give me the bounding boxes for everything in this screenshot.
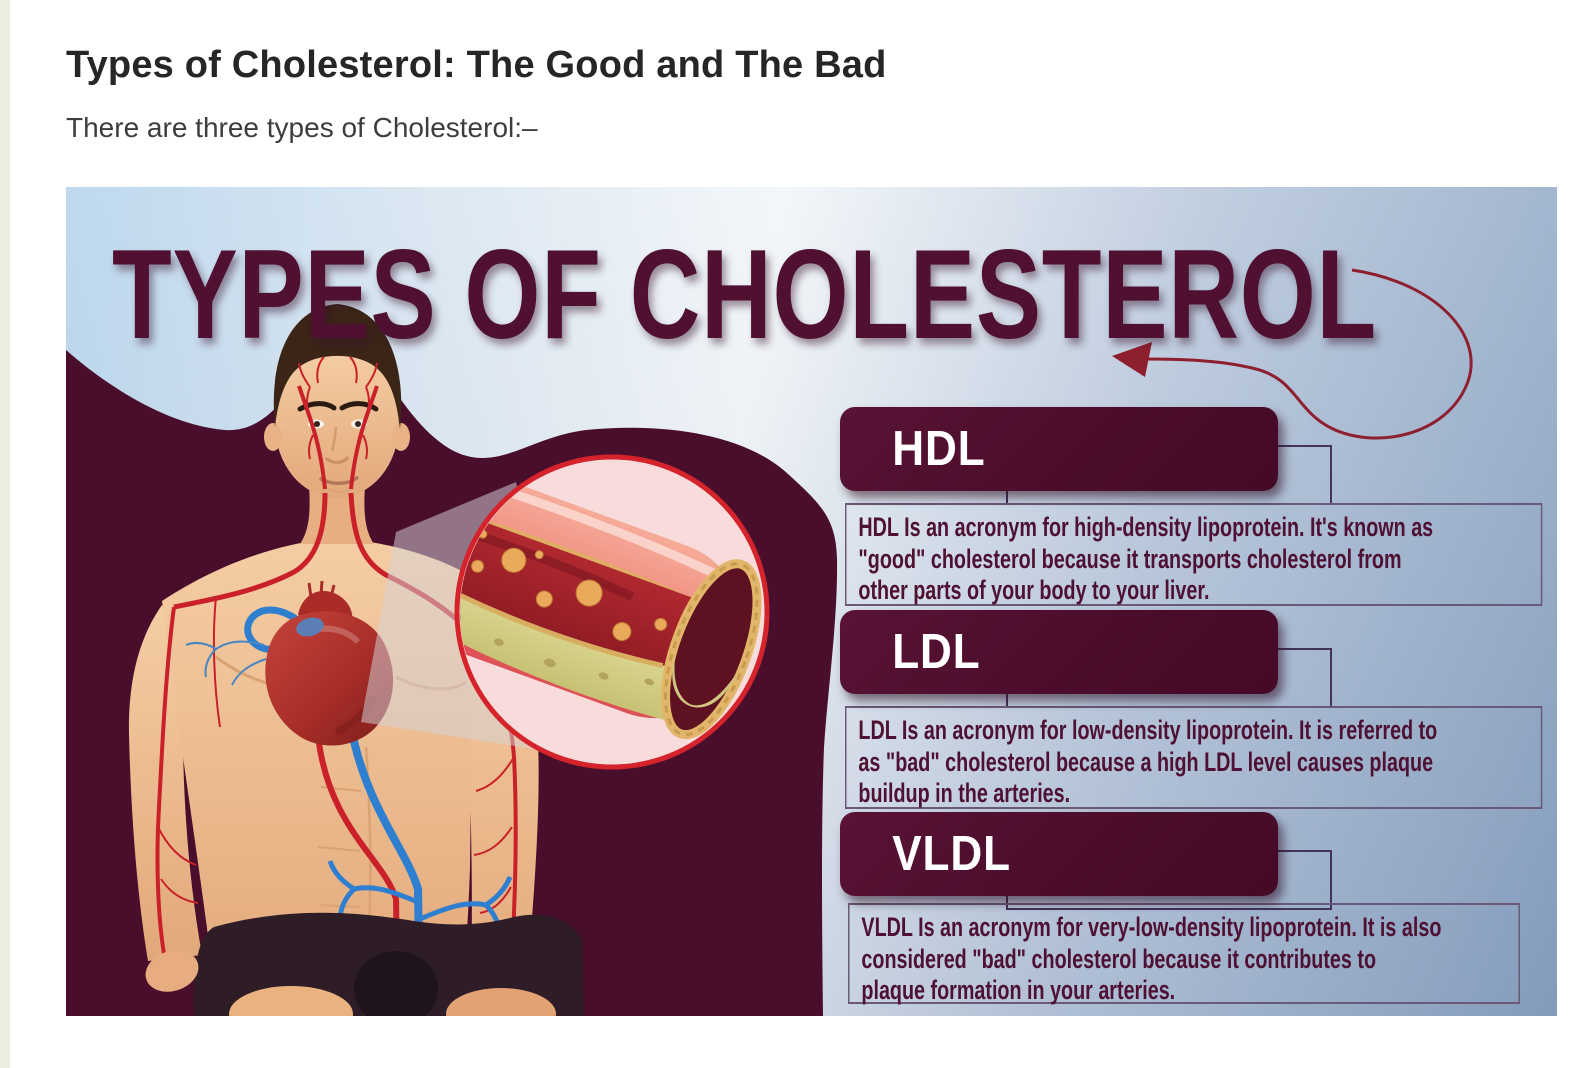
ldl-description-text: LDL Is an acronym for low-density lipopr… [858,715,1438,808]
ldl-label-box: LDL [840,610,1278,694]
face [275,350,399,498]
intro-text: There are three types of Cholesterol:– [66,112,538,143]
hdl-description-text: HDL Is an acronym for high-density lipop… [858,512,1434,605]
hair [273,304,402,429]
vldl-label: VLDL [892,827,1011,881]
hdl-label-box: HDL [840,407,1278,491]
heart [265,580,394,746]
cholesterol-infographic: TYPES OF CHOLESTEROL HDL HDL Is an acron… [66,187,1557,1016]
pulmonary-vessels [185,640,267,686]
vldl-label-box: VLDL [840,812,1278,896]
hdl-label: HDL [892,422,986,476]
infographic-title: TYPES OF CHOLESTEROL [112,223,1378,365]
vldl-description-box: VLDL Is an acronym for very-low-density … [848,903,1520,1005]
ldl-description-box: LDL Is an acronym for low-density lipopr… [845,706,1543,809]
page-edge-strip [0,0,10,1068]
page-heading: Types of Cholesterol: The Good and The B… [66,44,887,86]
infographic-illustration [66,268,1473,1016]
hdl-description-box: HDL Is an acronym for high-density lipop… [845,503,1543,606]
vldl-description-text: VLDL Is an acronym for very-low-density … [861,912,1442,1005]
ldl-label: LDL [892,625,981,679]
pants [193,912,585,1016]
curved-arrow-icon [1112,268,1473,440]
left-hand [145,950,199,992]
